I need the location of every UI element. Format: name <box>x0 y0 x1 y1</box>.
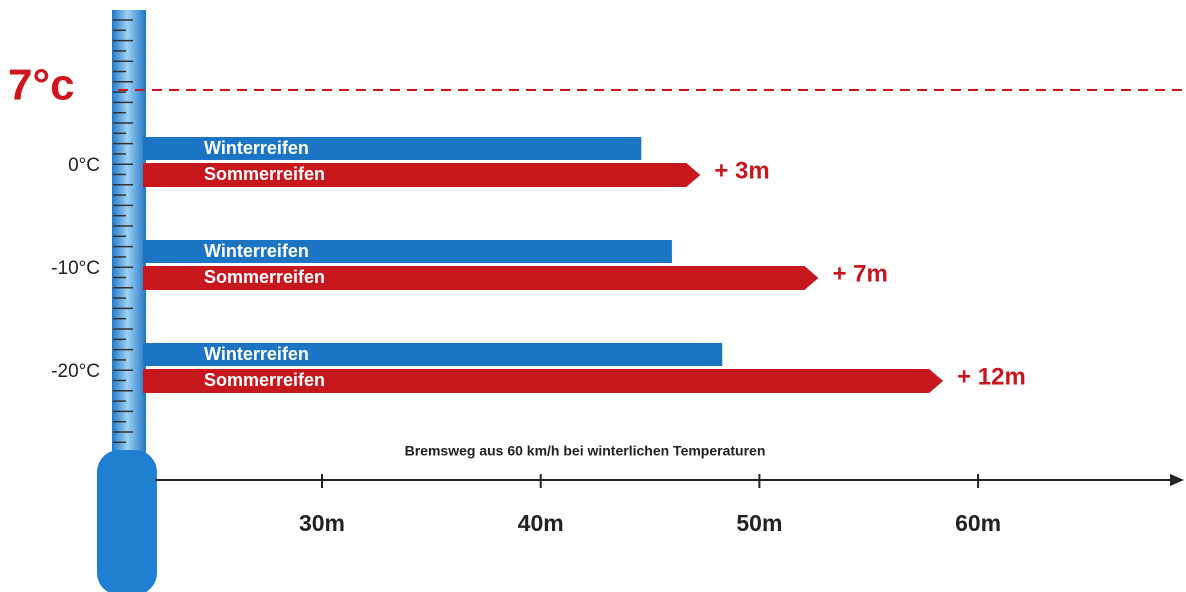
thermometer-tube <box>112 10 146 470</box>
bar <box>143 137 642 160</box>
difference-label: + 3m <box>714 157 769 184</box>
x-tick-label: 30m <box>299 510 345 536</box>
bar <box>143 369 944 393</box>
thermometer-scale <box>113 19 133 444</box>
series-label: Winterreifen <box>204 138 309 158</box>
threshold-label: 7°c <box>8 61 75 110</box>
bar <box>143 343 723 366</box>
series-label: Sommerreifen <box>204 267 325 287</box>
series-label: Sommerreifen <box>204 370 325 390</box>
x-tick-label: 60m <box>955 510 1001 536</box>
category-label: 0°C <box>68 155 100 176</box>
category-label: -20°C <box>51 361 100 382</box>
bar <box>143 266 819 290</box>
series-label: Winterreifen <box>204 344 309 364</box>
x-axis-arrow <box>1170 474 1184 486</box>
category-label: -10°C <box>51 258 100 279</box>
series-label: Winterreifen <box>204 241 309 261</box>
x-axis-title: Bremsweg aus 60 km/h bei winterlichen Te… <box>405 443 766 459</box>
x-tick-label: 50m <box>736 510 782 536</box>
x-tick-label: 40m <box>518 510 564 536</box>
difference-label: + 12m <box>957 363 1026 390</box>
difference-label: + 7m <box>832 260 887 287</box>
thermometer-bulb <box>97 450 157 592</box>
bar <box>143 163 701 187</box>
bar <box>143 240 672 263</box>
series-label: Sommerreifen <box>204 164 325 184</box>
